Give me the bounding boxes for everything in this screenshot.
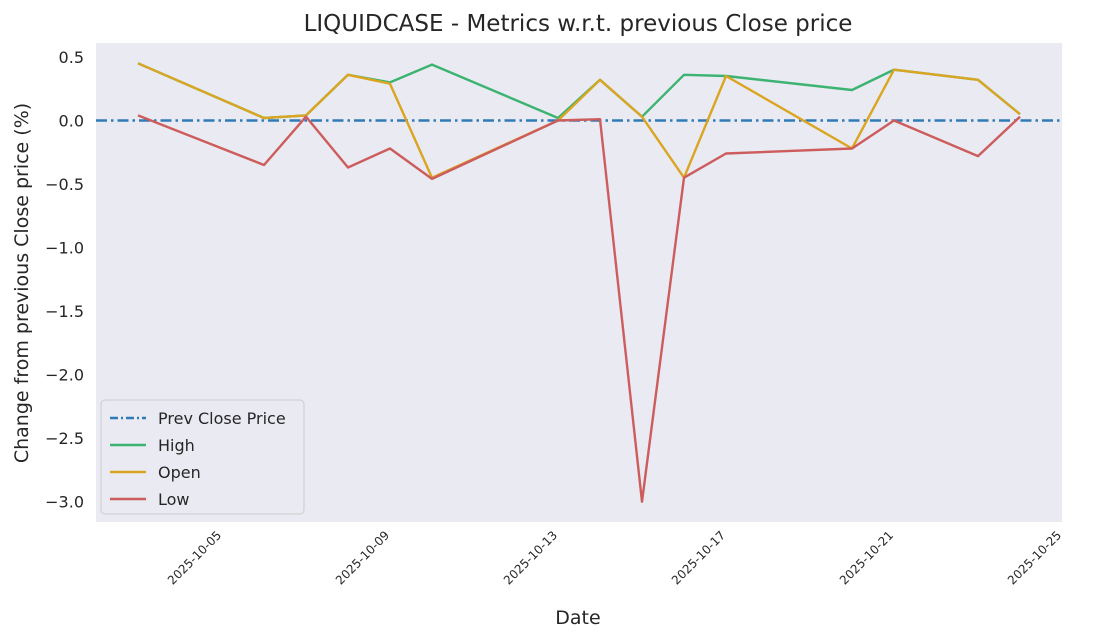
legend-label: Low [158, 490, 190, 509]
x-tick-label: 2025-10-21 [837, 528, 896, 587]
y-tick-label: −2.5 [45, 429, 84, 448]
y-tick-label: 0.0 [59, 112, 84, 131]
y-tick-label: −1.0 [45, 239, 84, 258]
y-tick-label: −2.0 [45, 366, 84, 385]
x-tick-label: 2025-10-09 [333, 528, 392, 587]
y-tick-label: 0.5 [59, 48, 84, 67]
series-line-open [137, 62, 1021, 179]
x-axis-ticks: 2025-10-05 2025-10-09 2025-10-13 2025-10-17… [165, 528, 1064, 587]
y-tick-label: −3.0 [45, 493, 84, 512]
y-axis-ticks: 0.5 0.0 −0.5 −1.0 −1.5 −2.0 −2.5 −3.0 [45, 48, 84, 512]
legend-label: Prev Close Price [158, 409, 286, 428]
x-tick-label: 2025-10-25 [1005, 528, 1064, 587]
x-tick-label: 2025-10-13 [501, 528, 560, 587]
chart-title: LIQUIDCASE - Metrics w.r.t. previous Clo… [304, 11, 853, 37]
legend-label: Open [158, 463, 201, 482]
x-tick-label: 2025-10-05 [165, 528, 224, 587]
y-tick-label: −0.5 [45, 175, 84, 194]
y-tick-label: −1.5 [45, 302, 84, 321]
y-axis-label: Change from previous Close price (%) [11, 103, 33, 463]
x-axis-label: Date [555, 607, 600, 629]
legend-box [100, 399, 305, 515]
series-lines [96, 62, 1062, 503]
series-line-low [137, 114, 1021, 503]
x-tick-label: 2025-10-17 [669, 528, 728, 587]
legend: Prev Close Price High Open Low [100, 399, 305, 515]
legend-label: High [158, 436, 195, 455]
